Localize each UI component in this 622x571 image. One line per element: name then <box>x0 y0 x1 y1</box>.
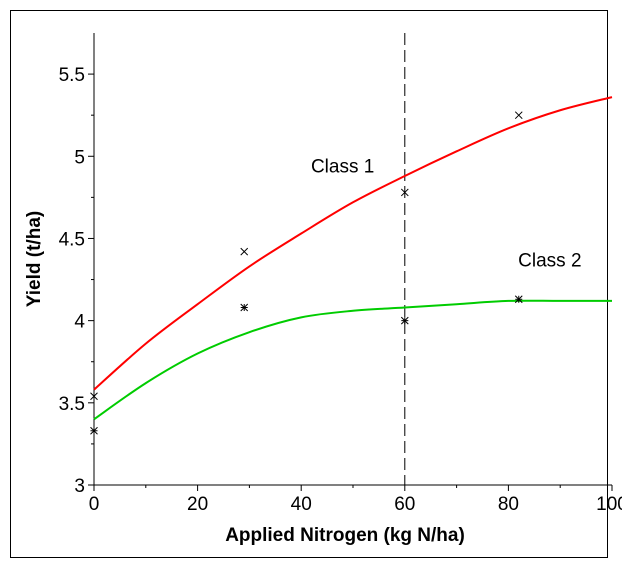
class-2-curve <box>93 299 612 421</box>
x-tick-label: 60 <box>394 494 415 515</box>
x-tick-label: 80 <box>498 494 519 515</box>
x-tick-label: 0 <box>89 494 100 515</box>
class-2-point <box>514 295 523 304</box>
y-tick-label: 3 <box>74 476 85 497</box>
y-tick-label: 4 <box>74 312 85 333</box>
y-axis-title: Yield (t/ha) <box>24 211 45 307</box>
class-1-point <box>90 392 98 401</box>
class-1-point <box>240 247 249 256</box>
class-1-curve <box>93 96 613 391</box>
class-1-point <box>400 188 409 197</box>
class-2-point <box>90 426 98 435</box>
class-2-point <box>240 303 249 312</box>
x-tick-label: 20 <box>187 494 208 515</box>
x-tick-label: 40 <box>291 494 312 515</box>
class-1-point <box>514 111 523 120</box>
annotation-label: Class 1 <box>311 157 374 178</box>
chart-frame <box>10 10 608 558</box>
x-axis-title: Applied Nitrogen (kg N/ha) <box>225 525 465 546</box>
y-tick-label: 5 <box>74 147 85 168</box>
x-tick-label: 100 <box>596 494 622 515</box>
y-tick-label: 4.5 <box>59 229 85 250</box>
y-tick-label: 3.5 <box>59 394 85 415</box>
class-2-point <box>400 316 409 325</box>
y-tick-label: 5.5 <box>59 65 85 86</box>
annotation-label: Class 2 <box>518 250 581 271</box>
